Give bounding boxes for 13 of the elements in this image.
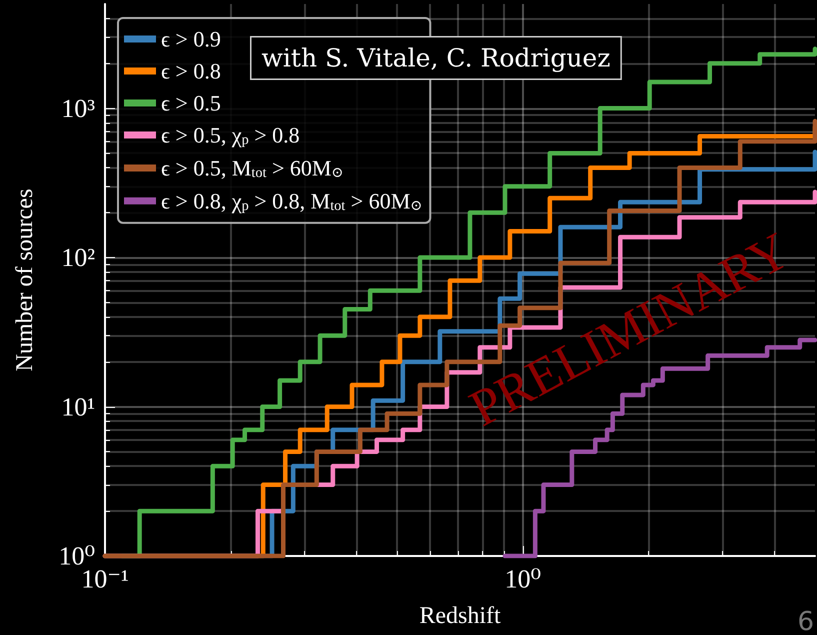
- text: 6: [797, 607, 814, 635]
- legend-label: ϵ > 0.9: [161, 26, 221, 52]
- y-tick-label: 10²: [61, 243, 96, 272]
- legend-label: ϵ > 0.5, χp > 0.8: [161, 122, 300, 148]
- y-tick-label: 10³: [61, 94, 96, 123]
- y-axis-title: Number of sources: [12, 188, 38, 372]
- legend-label: ϵ > 0.8: [161, 58, 221, 84]
- annotation: with S. Vitale, C. Rodriguez: [262, 44, 610, 72]
- legend-label: ϵ > 0.5, Mtot > 60M⊙: [161, 155, 344, 181]
- legend-label: ϵ > 0.8, χp > 0.8, Mtot > 60M⊙: [161, 188, 422, 214]
- y-tick-label: 10¹: [61, 392, 95, 422]
- x-axis-title: Redshift: [419, 603, 501, 629]
- legend-label: ϵ > 0.5: [161, 90, 221, 116]
